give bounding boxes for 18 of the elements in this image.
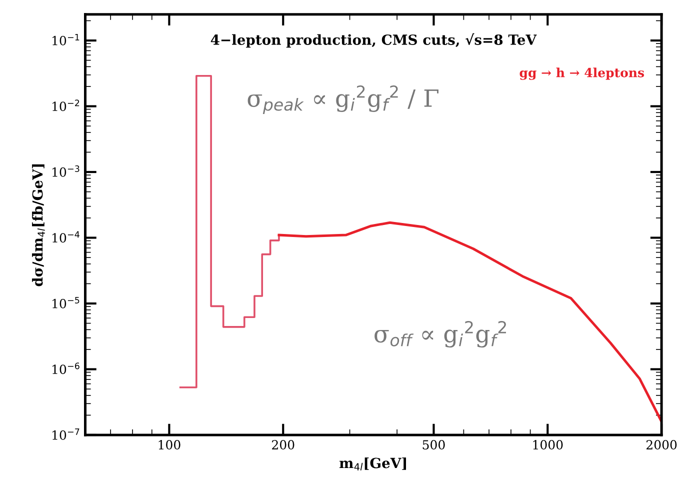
x-tick-label: 500 <box>422 440 445 450</box>
y-tick-label: 10$^{−7}$ <box>52 428 80 440</box>
y-tick-label: 10$^{−1}$ <box>52 34 80 46</box>
x-tick-label: 100 <box>158 440 180 450</box>
y-tick-label: 10$^{−2}$ <box>52 100 80 112</box>
text: gg → h → 4leptons <box>520 68 644 80</box>
x-tick-label: 200 <box>272 440 294 450</box>
text: 4−lepton production, CMS cuts, √s=8 TeV <box>210 33 537 48</box>
x-axis-title: m$_{4l}$[GeV] <box>339 457 406 470</box>
y-tick-label: 10$^{−3}$ <box>52 165 80 177</box>
y-tick-label: 10$^{−5}$ <box>52 296 80 308</box>
y-tick-label: 10$^{−4}$ <box>52 231 80 243</box>
y-axis-title: dσ/dm$_{4l}$[fb/GeV] <box>32 164 45 286</box>
annotation: σ$_{off}$ ∝ g$_{i}$$^{2}$g$_{f}$$^{2}$ <box>374 320 506 348</box>
x-tick-label: 1000 <box>533 440 563 450</box>
text: σ$_{peak}$ ∝ g$_{i}$$^{2}$g$_{f}$$^{2}$ / Γ <box>248 85 438 114</box>
y-tick-label: 10$^{−6}$ <box>52 362 80 374</box>
x-tick-label: 2000 <box>646 440 677 450</box>
